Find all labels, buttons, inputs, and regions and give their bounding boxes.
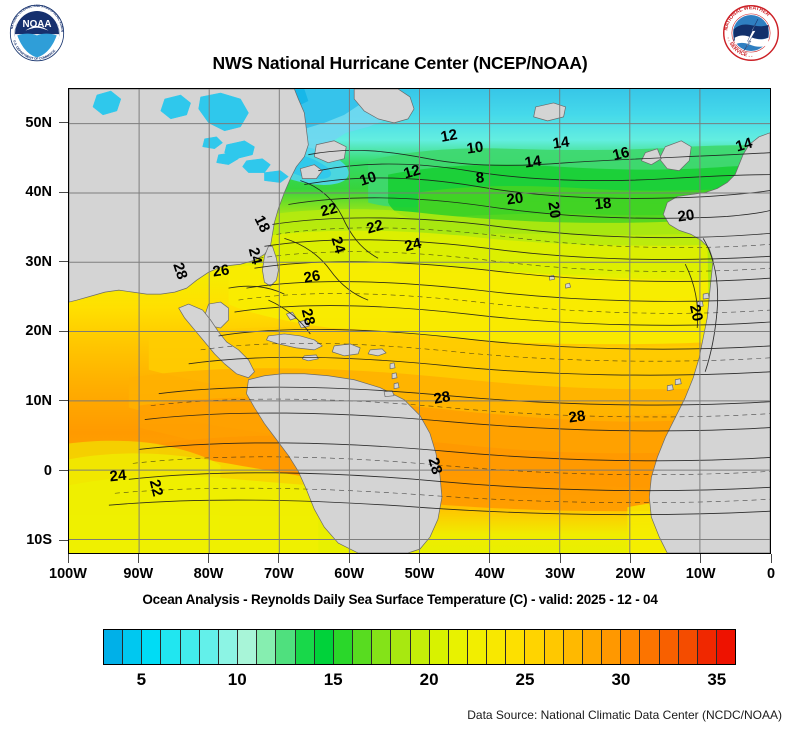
y-axis-label: 10S xyxy=(26,532,52,549)
colorbar-tick-label: 15 xyxy=(323,670,343,689)
x-axis-tick xyxy=(278,554,280,563)
colorbar-cell xyxy=(506,630,526,664)
y-axis-tick xyxy=(59,261,68,263)
y-axis-label: 30N xyxy=(25,253,52,270)
colorbar-cell xyxy=(372,630,392,664)
x-axis-tick xyxy=(419,554,420,563)
colorbar-cell xyxy=(333,630,354,664)
map-plot-area[interactable]: 12 10 12 8 10 14 14 16 14 20 20 18 20 22 22 18 24 24 24 26 2… xyxy=(68,88,771,554)
page-title: NWS National Hurricane Center (NCEP/NOAA… xyxy=(212,53,588,73)
colorbar-tick-label: 10 xyxy=(227,670,247,689)
x-axis-tick xyxy=(348,554,350,563)
y-axis-tick xyxy=(59,330,68,332)
colorbar-cell xyxy=(295,630,315,664)
colorbar-cell xyxy=(218,630,239,664)
colorbar-cell xyxy=(161,630,181,664)
x-axis-label: 100W xyxy=(49,566,87,582)
x-axis-tick xyxy=(629,554,631,563)
colorbar-cell xyxy=(640,630,660,664)
colorbar-cell xyxy=(678,630,698,664)
x-axis-tick xyxy=(67,554,69,563)
y-axis-label: 40N xyxy=(25,184,52,201)
x-axis-label: 10W xyxy=(685,566,716,582)
colorbar-cell xyxy=(448,630,468,664)
colorbar-cell xyxy=(697,630,717,664)
colorbar-cell xyxy=(276,630,296,664)
x-axis-tick xyxy=(137,554,139,563)
colorbar-cell xyxy=(621,630,641,664)
colorbar-cell xyxy=(238,630,258,664)
y-axis-label: 10N xyxy=(25,392,52,409)
y-axis-label: 50N xyxy=(25,114,52,131)
y-axis-tick xyxy=(59,539,68,541)
x-axis-label: 20W xyxy=(615,566,646,582)
colorbar-tick-label: 5 xyxy=(136,670,147,689)
colorbar-cell xyxy=(582,630,603,664)
colorbar-tick-label: 35 xyxy=(707,670,727,689)
y-axis-tick xyxy=(59,122,68,124)
y-axis-tick xyxy=(59,400,68,402)
colorbar-cell xyxy=(410,630,430,664)
noaa-logo: NOAA NATIONAL OCEANIC AND ATMOSPHERIC AD… xyxy=(8,4,66,62)
y-axis-tick xyxy=(59,470,68,472)
data-source-note: Data Source: National Climatic Data Cent… xyxy=(467,708,782,722)
colorbar-cell xyxy=(429,630,449,664)
colorbar-cell xyxy=(487,630,507,664)
colorbar-cell xyxy=(257,630,277,664)
colorbar-cell xyxy=(391,630,411,664)
x-axis-label: 70W xyxy=(263,566,294,582)
colorbar-cell xyxy=(717,630,736,664)
x-axis-label: 60W xyxy=(334,566,365,582)
colorbar-tick-label: 30 xyxy=(611,670,631,689)
sst-map xyxy=(69,89,770,553)
x-axis-label: 90W xyxy=(123,566,154,582)
y-axis-tick xyxy=(59,191,68,193)
y-axis-label: 0 xyxy=(43,462,52,479)
x-axis-tick xyxy=(489,554,491,563)
x-axis-tick xyxy=(559,554,561,563)
svg-text:NOAA: NOAA xyxy=(23,19,52,30)
x-axis-tick xyxy=(770,554,772,563)
colorbar-cell xyxy=(199,630,219,664)
x-axis-label: 30W xyxy=(545,566,576,582)
x-axis-tick xyxy=(208,554,210,563)
colorbar-cell xyxy=(563,630,583,664)
colorbar-cell xyxy=(602,630,622,664)
colorbar-cell xyxy=(314,630,334,664)
x-axis-label: 50W xyxy=(404,566,435,582)
colorbar-cell xyxy=(353,630,373,664)
colorbar-tick-label: 25 xyxy=(515,670,535,689)
colorbar-cell xyxy=(123,630,143,664)
colorbar-cell xyxy=(142,630,162,664)
chart-subtitle: Ocean Analysis - Reynolds Daily Sea Surf… xyxy=(142,592,658,607)
colorbar-tick-label: 20 xyxy=(419,670,439,689)
x-axis-label: 80W xyxy=(193,566,224,582)
y-axis-label: 20N xyxy=(25,323,52,340)
nws-logo: NATIONAL WEATHER . . SERVICE . . xyxy=(722,4,780,62)
colorbar-cell xyxy=(467,630,488,664)
colorbar[interactable] xyxy=(103,629,736,665)
colorbar-cell xyxy=(544,630,564,664)
x-axis-label: 0 xyxy=(766,566,776,582)
x-axis-label: 40W xyxy=(474,566,505,582)
colorbar-cell xyxy=(104,630,124,664)
x-axis-tick xyxy=(700,554,702,563)
colorbar-cell xyxy=(180,630,200,664)
colorbar-cell xyxy=(525,630,545,664)
colorbar-cell xyxy=(659,630,679,664)
